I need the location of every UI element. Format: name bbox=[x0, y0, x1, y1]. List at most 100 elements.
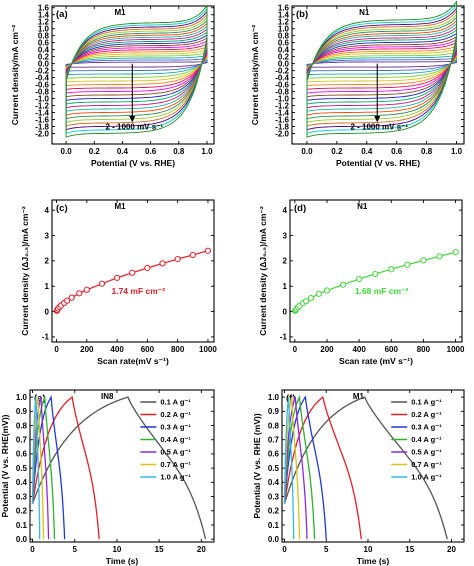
y-tick-label: 0.4 bbox=[278, 45, 290, 54]
data-point bbox=[323, 287, 331, 294]
y-tick-label: 1 bbox=[45, 282, 50, 291]
y-tick-label: 1.4 bbox=[278, 11, 290, 20]
data-point bbox=[302, 298, 310, 305]
legend-entry: 0.2 A g⁻¹ bbox=[160, 410, 191, 419]
x-tick-label: 0.0 bbox=[301, 147, 313, 156]
gcd-curve bbox=[283, 396, 301, 540]
y-tick-label: -1.0 bbox=[275, 94, 289, 103]
y-tick-label: 1.0 bbox=[16, 393, 28, 402]
y-tick-label: 0.8 bbox=[278, 31, 290, 40]
plot-frame bbox=[291, 5, 465, 145]
y-tick-label: 1.6 bbox=[38, 4, 50, 13]
data-point bbox=[372, 270, 379, 278]
y-tick-label: -1.0 bbox=[35, 94, 49, 103]
y-tick-label: 0.5 bbox=[268, 464, 280, 473]
x-tick-label: 5 bbox=[73, 545, 78, 554]
x-axis-title: Time (s) bbox=[106, 556, 139, 566]
x-tick-label: 1000 bbox=[199, 345, 217, 354]
y-tick-label: 0.9 bbox=[16, 407, 28, 416]
legend-entry: 0.7 A g⁻¹ bbox=[411, 460, 442, 469]
y-tick-label: -0.6 bbox=[35, 80, 49, 89]
data-point bbox=[204, 247, 212, 254]
x-tick-label: 0.4 bbox=[117, 147, 129, 156]
y-axis-title: Current density (ΔJ₀.₅)/mA cm⁻² bbox=[20, 206, 30, 336]
y-tick-label: 4 bbox=[45, 206, 50, 215]
y-tick-label: 1.6 bbox=[278, 4, 290, 13]
cv-curve bbox=[65, 58, 208, 72]
x-tick-label: 0 bbox=[54, 345, 59, 354]
y-tick-label: 0.4 bbox=[38, 45, 50, 54]
y-axis-title: Current density/mA cm⁻² bbox=[250, 25, 260, 126]
cv-curve bbox=[65, 4, 208, 138]
gcd-panel-e: 0 5 10 15 20 0.0 0.1 0.2 0.3 0.4 0.5 0.6 0.7 0.8 0.9 1.… bbox=[0, 389, 215, 566]
y-tick-label: 0.0 bbox=[278, 59, 290, 68]
plot-frame bbox=[51, 5, 215, 145]
gcd-curve bbox=[31, 396, 56, 540]
gcd-curve bbox=[31, 396, 207, 540]
x-tick-label: 0.4 bbox=[361, 147, 373, 156]
gcd-curve bbox=[283, 396, 295, 540]
x-axis-title: Scan rate (mV s⁻¹) bbox=[339, 356, 413, 366]
data-point bbox=[388, 266, 395, 273]
x-tick-label: 0.6 bbox=[145, 147, 157, 156]
panel-label: (b) bbox=[296, 9, 308, 20]
y-tick-label: 0.6 bbox=[278, 38, 290, 47]
cv-curve bbox=[65, 52, 208, 79]
y-tick-label: -1.2 bbox=[275, 101, 289, 110]
y-tick-label: 0.4 bbox=[268, 478, 280, 487]
x-tick-label: 15 bbox=[155, 545, 164, 554]
y-tick-label: 0.2 bbox=[268, 507, 280, 516]
x-tick-label: 1.0 bbox=[201, 147, 213, 156]
legend-entry: 0.5 A g⁻¹ bbox=[160, 448, 191, 457]
y-tick-label: -0.2 bbox=[35, 66, 49, 75]
legend-entry: 0.3 A g⁻¹ bbox=[411, 423, 442, 432]
gcd-curve bbox=[31, 396, 45, 540]
y-tick-label: -1.8 bbox=[275, 122, 289, 131]
scatter-panel-c: 0 200 400 600 800 1000 -1 0 1 2 3 4 Scan rate(mV s⁻¹… bbox=[20, 199, 217, 366]
x-axis-title: Time (s) bbox=[357, 556, 390, 566]
gcd-curve bbox=[283, 396, 308, 540]
y-tick-label: -0.4 bbox=[275, 73, 289, 82]
cv-curve bbox=[65, 55, 208, 76]
x-tick-label: 5 bbox=[324, 545, 329, 554]
x-tick-label: 400 bbox=[352, 345, 366, 354]
x-tick-label: 1.0 bbox=[451, 147, 463, 156]
scatter-panel-d: 0 200 400 600 800 1000 -1 0 1 2 3 4 Scan rate (mV s⁻… bbox=[258, 199, 465, 366]
data-point bbox=[404, 261, 411, 268]
slope-label: 1.74 mF cm⁻² bbox=[111, 286, 165, 296]
gcd-curve bbox=[283, 395, 362, 540]
cv-curve bbox=[306, 45, 457, 87]
y-tick-label: 3 bbox=[283, 231, 288, 240]
x-tick-label: 0 bbox=[293, 345, 298, 354]
cv-curve bbox=[306, 60, 457, 68]
cv-curve bbox=[306, 48, 457, 83]
y-axis-title: Current density (ΔJ₀.₅)/mA cm⁻² bbox=[258, 206, 268, 336]
panel-label: (e) bbox=[34, 393, 46, 404]
y-tick-label: 4 bbox=[283, 206, 288, 215]
cv-curve bbox=[306, 54, 457, 76]
annotation-label: 2 - 1000 mV s⁻¹ bbox=[105, 122, 163, 131]
x-tick-label: 400 bbox=[110, 345, 124, 354]
x-axis-title: Scan rate(mV s⁻¹) bbox=[97, 356, 169, 366]
cv-curve bbox=[306, 36, 457, 98]
y-tick-label: 0.8 bbox=[268, 421, 280, 430]
cv-curve bbox=[65, 49, 208, 83]
legend-entry: 0.2 A g⁻¹ bbox=[411, 410, 442, 419]
gcd-curve bbox=[31, 395, 100, 540]
x-tick-label: 1000 bbox=[447, 345, 465, 354]
y-tick-label: 0 bbox=[283, 307, 288, 316]
y-axis-title: Current density/mA cm⁻² bbox=[10, 25, 20, 126]
y-tick-label: 0.1 bbox=[16, 521, 28, 530]
x-axis-title: Potential (V vs. RHE) bbox=[91, 158, 175, 168]
y-tick-label: 0.2 bbox=[278, 52, 290, 61]
data-point bbox=[159, 260, 166, 267]
gcd-curve bbox=[31, 397, 41, 540]
y-tick-label: 1.2 bbox=[38, 18, 50, 27]
y-axis-title: Potential (V vs. RHE(mV)) bbox=[0, 414, 10, 517]
data-point bbox=[68, 294, 75, 301]
data-point bbox=[76, 290, 83, 297]
cv-curve bbox=[65, 40, 208, 94]
plot-frame bbox=[51, 199, 215, 343]
cv-curve bbox=[306, 0, 457, 138]
